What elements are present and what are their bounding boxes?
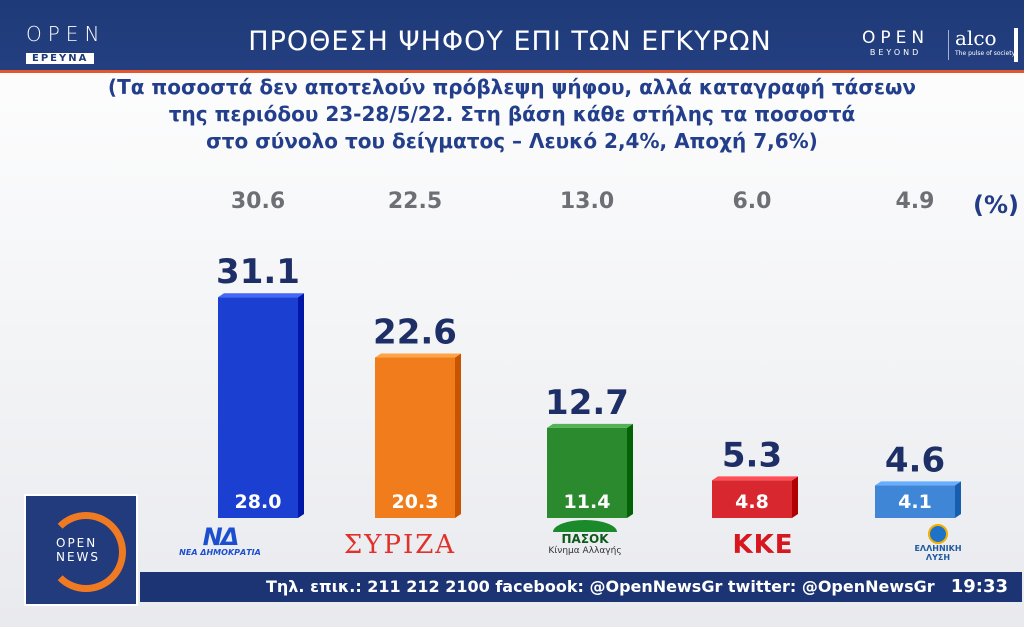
bar bbox=[547, 427, 627, 518]
open-beyond-logo: OPEN BEYOND bbox=[862, 28, 929, 57]
bar-top bbox=[218, 293, 304, 298]
nd-logo-text: ΝΕΑ ΔΗΜΟΚΡΑΤΙΑ bbox=[179, 548, 261, 557]
logo-ereuna-text: ΕΡΕΥΝΑ bbox=[26, 53, 95, 64]
labels-layer: 31.1 28.0 30.6 22.6 20.3 22.5 12.7 11.4 13.0 5.3 4… bbox=[216, 189, 945, 513]
open-ereuna-logo: OPEN ΕΡΕΥΝΑ bbox=[26, 22, 105, 65]
logo-beyond-text: BEYOND bbox=[869, 48, 922, 57]
logo-open-beyond-text: OPEN bbox=[862, 28, 930, 48]
bar-side bbox=[627, 423, 633, 518]
bar-base-value-label: 28.0 bbox=[235, 491, 282, 513]
bar-value-label: 4.6 bbox=[885, 440, 945, 480]
alco-tagline: The pulse of society bbox=[955, 50, 1016, 57]
ticker-text: Τηλ. επικ.: 211 212 2100 facebook: @Open… bbox=[266, 577, 935, 596]
subtitle-note: (Τα ποσοστά δεν αποτελούν πρόβλεψη ψήφου… bbox=[40, 74, 984, 155]
subtitle-line: στο σύνολο του δείγματος – Λευκό 2,4%, Α… bbox=[206, 129, 818, 153]
subtitle-line: της περιόδου 23-28/5/22. Στη βάση κάθε σ… bbox=[168, 102, 856, 126]
bar-base-value-label: 11.4 bbox=[564, 491, 611, 513]
subtitle-line: (Τα ποσοστά δεν αποτελούν πρόβλεψη ψήφου… bbox=[107, 75, 917, 99]
bar-top bbox=[547, 423, 633, 428]
bar-base-value-label: 4.1 bbox=[898, 491, 932, 513]
syriza-logo: ΣΥΡΙΖΑ bbox=[343, 530, 457, 560]
kke-logo: ΚΚΕ bbox=[732, 530, 794, 560]
pasok-sun-icon bbox=[553, 520, 617, 532]
nd-symbol: ΝΔ bbox=[202, 523, 240, 551]
previous-value-label: 6.0 bbox=[733, 189, 772, 214]
nd-logo: ΝΔ ΝΕΑ ΔΗΜΟΚΡΑΤΙΑ bbox=[170, 523, 270, 557]
pasok-logo-name: ΠΑΣΟΚ bbox=[561, 532, 609, 546]
logo-open-text: OPEN bbox=[26, 22, 106, 46]
open-news-ring-icon bbox=[46, 512, 126, 592]
elliniki-lysi-logo: ΕΛΛΗΝΙΚΗ ΛΥΣΗ bbox=[898, 524, 978, 562]
page-title: ΠΡΟΘΕΣΗ ΨΗΦΟΥ ΕΠΙ ΤΩΝ ΕΓΚΥΡΩΝ bbox=[248, 26, 772, 57]
news-ticker: Τηλ. επικ.: 211 212 2100 facebook: @Open… bbox=[140, 572, 1022, 602]
logo-divider bbox=[948, 30, 949, 60]
bar-side bbox=[455, 353, 461, 518]
header-bar: OPEN ΕΡΕΥΝΑ ΠΡΟΘΕΣΗ ΨΗΦΟΥ ΕΠΙ ΤΩΝ ΕΓΚΥΡΩ… bbox=[0, 0, 1024, 73]
bars-layer bbox=[218, 293, 961, 518]
bar-top bbox=[875, 481, 961, 486]
bar bbox=[218, 297, 298, 518]
previous-value-label: 4.9 bbox=[896, 189, 935, 214]
alco-logo: alco The pulse of society bbox=[955, 26, 1015, 57]
bar-value-label: 31.1 bbox=[216, 252, 300, 292]
bar-value-label: 5.3 bbox=[722, 435, 782, 475]
clock: 19:33 bbox=[950, 576, 1008, 597]
open-news-badge: OPEN NEWS bbox=[24, 494, 138, 606]
bar-base-value-label: 20.3 bbox=[392, 491, 439, 513]
bar-value-label: 12.7 bbox=[545, 383, 629, 423]
bar-base-value-label: 4.8 bbox=[735, 491, 769, 513]
bar-side bbox=[792, 476, 798, 518]
badge-news-text: NEWS bbox=[56, 550, 101, 564]
bar-value-label: 22.6 bbox=[373, 313, 457, 353]
bar bbox=[375, 357, 455, 518]
alco-text: alco bbox=[955, 26, 997, 50]
pasok-logo-sub: Κίνημα Αλλαγής bbox=[548, 546, 622, 556]
bar-top bbox=[375, 353, 461, 358]
pasok-logo: ΠΑΣΟΚ Κίνημα Αλλαγής bbox=[535, 520, 635, 556]
bar bbox=[712, 480, 792, 518]
elliniki-lysi-emblem-icon bbox=[928, 524, 948, 544]
badge-open-text: OPEN bbox=[56, 536, 98, 550]
previous-value-label: 30.6 bbox=[231, 189, 285, 214]
bar-side bbox=[955, 481, 961, 518]
bar bbox=[875, 485, 955, 518]
previous-value-label: 13.0 bbox=[560, 189, 614, 214]
bar-side bbox=[298, 293, 304, 518]
previous-value-label: 22.5 bbox=[388, 189, 442, 214]
header-accent-bar bbox=[1014, 28, 1018, 62]
elliniki-lysi-text: ΛΥΣΗ bbox=[925, 553, 951, 562]
elliniki-lysi-text: ΕΛΛΗΝΙΚΗ bbox=[914, 544, 962, 553]
percent-unit-label: (%) bbox=[973, 191, 1019, 219]
bar-top bbox=[712, 476, 798, 481]
